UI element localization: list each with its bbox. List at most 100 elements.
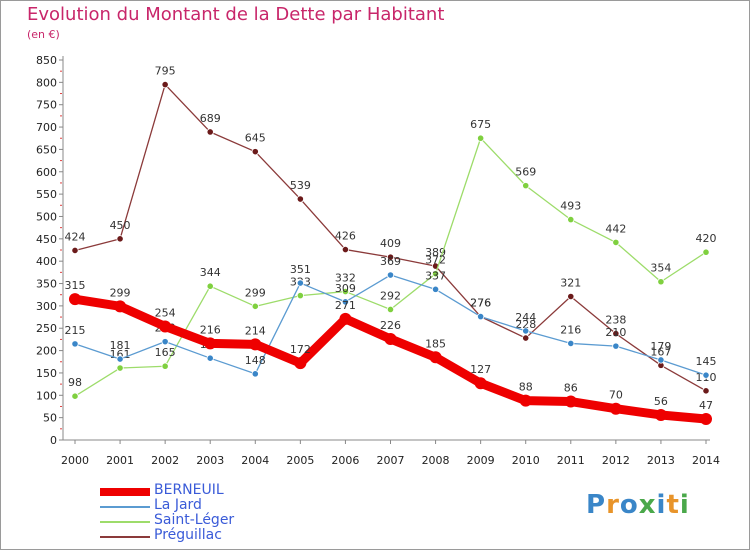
data-label: 86 — [564, 382, 578, 395]
data-point — [431, 270, 440, 278]
data-label: 271 — [335, 299, 356, 312]
legend-swatch — [100, 488, 150, 496]
legend-label: Préguillac — [154, 527, 222, 543]
data-label: 354 — [650, 262, 671, 275]
data-point — [251, 370, 259, 378]
data-point — [612, 342, 620, 350]
data-label: 167 — [650, 345, 671, 358]
data-label: 539 — [290, 179, 311, 192]
data-point — [204, 337, 217, 350]
data-point — [654, 408, 667, 421]
data-label: 216 — [200, 323, 221, 336]
legend-label: BERNEUIL — [154, 482, 224, 498]
data-label: 409 — [380, 237, 401, 250]
data-point — [431, 285, 440, 293]
data-point — [702, 387, 710, 395]
data-label: 56 — [654, 395, 668, 408]
y-tick-label: 350 — [36, 278, 57, 291]
data-label: 424 — [65, 230, 86, 243]
y-tick-label: 300 — [36, 300, 57, 313]
data-point — [159, 320, 172, 333]
data-point — [161, 338, 169, 346]
data-point — [69, 293, 81, 306]
data-label: 88 — [519, 381, 533, 394]
data-label: 148 — [245, 354, 266, 367]
data-point — [522, 334, 530, 342]
data-point — [161, 362, 169, 370]
data-point — [477, 313, 485, 321]
y-tick-label: 600 — [36, 166, 57, 179]
logo-letter: r — [606, 490, 620, 520]
data-label: 210 — [605, 326, 626, 339]
data-point — [206, 128, 214, 136]
data-point — [341, 298, 350, 306]
data-point — [116, 355, 124, 363]
data-point — [206, 354, 214, 362]
data-label: 181 — [110, 339, 131, 352]
data-point — [339, 312, 352, 325]
y-tick-label: 100 — [36, 389, 57, 402]
data-point — [116, 364, 124, 372]
data-point — [294, 357, 307, 370]
data-point — [474, 377, 487, 390]
data-point — [386, 253, 395, 261]
data-point — [296, 195, 304, 203]
data-label: 689 — [200, 112, 221, 125]
data-label: 228 — [515, 318, 536, 331]
data-point — [341, 287, 350, 296]
x-tick-label: 2012 — [602, 454, 630, 467]
data-point — [567, 292, 575, 301]
data-point — [71, 340, 79, 348]
data-point — [477, 134, 485, 142]
data-point — [296, 291, 304, 300]
data-label: 185 — [425, 337, 446, 350]
data-label: 98 — [68, 376, 82, 389]
data-label: 442 — [605, 222, 626, 235]
data-point — [612, 238, 620, 246]
legend: BERNEUIL La Jard Saint-Léger Préguillac — [100, 482, 340, 544]
x-tick-label: 2009 — [467, 454, 495, 467]
y-tick-label: 250 — [36, 322, 57, 335]
data-point — [519, 394, 532, 407]
y-tick-label: 450 — [36, 233, 57, 246]
y-tick-label: 700 — [36, 121, 57, 134]
x-tick-label: 2005 — [286, 454, 314, 467]
data-point — [249, 338, 262, 351]
data-point — [522, 182, 530, 190]
x-tick-label: 2011 — [557, 454, 585, 467]
logo-letter: i — [679, 490, 690, 520]
data-label: 569 — [515, 166, 536, 179]
logo-letter: t — [666, 490, 680, 520]
logo-letter: o — [619, 490, 639, 520]
data-label: 450 — [110, 219, 131, 232]
data-point — [386, 305, 395, 314]
x-tick-label: 2013 — [647, 454, 675, 467]
data-label: 127 — [470, 363, 491, 376]
data-label: 292 — [380, 289, 401, 302]
data-label: 332 — [335, 272, 356, 285]
data-label: 389 — [425, 246, 446, 259]
data-label: 795 — [155, 65, 176, 78]
data-point — [251, 302, 259, 310]
data-label: 420 — [696, 232, 717, 245]
data-label: 372 — [425, 254, 446, 267]
legend-swatch — [100, 521, 150, 523]
y-tick-label: 400 — [36, 255, 57, 268]
data-point — [251, 148, 259, 156]
y-tick-label: 50 — [43, 412, 57, 425]
x-tick-label: 2002 — [151, 454, 179, 467]
data-label: 172 — [290, 343, 311, 356]
logo-letter: i — [656, 490, 667, 520]
data-point — [564, 395, 577, 408]
data-point — [71, 392, 79, 400]
data-point — [116, 235, 124, 243]
data-point — [702, 248, 710, 256]
logo-letter: x — [638, 490, 657, 520]
data-point — [700, 412, 712, 425]
x-tick-label: 2003 — [196, 454, 224, 467]
data-point — [567, 216, 575, 224]
data-point — [657, 356, 665, 364]
data-label: 337 — [425, 269, 446, 282]
data-label: 299 — [245, 286, 266, 299]
